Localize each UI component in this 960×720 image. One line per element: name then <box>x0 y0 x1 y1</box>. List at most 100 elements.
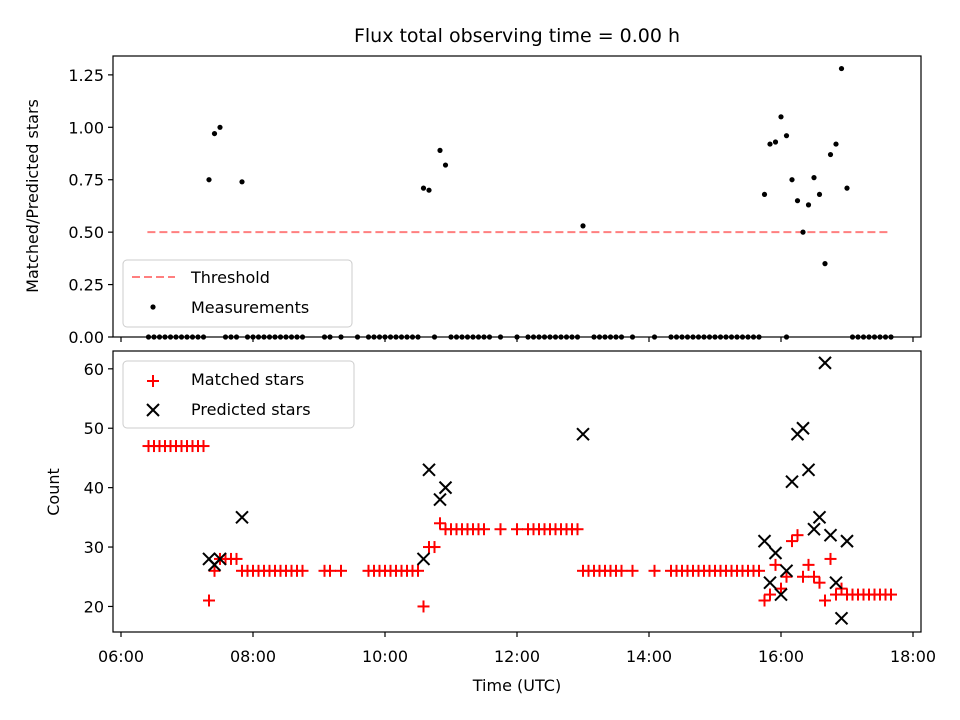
legend-matched-swatch <box>147 375 159 387</box>
predicted-star-point <box>235 510 249 525</box>
measurement-point <box>767 141 773 147</box>
measurement-point <box>442 162 449 168</box>
measurement-point <box>783 133 790 139</box>
predicted-star-point <box>576 427 590 441</box>
measurement-point <box>420 185 427 191</box>
matched-star-point <box>791 529 804 542</box>
measurement-point <box>580 223 586 229</box>
x-tick-label: 16:00 <box>758 647 804 666</box>
measurement-point <box>239 179 245 185</box>
top-y-tick-label: 0.50 <box>68 223 104 242</box>
measurement-point <box>827 151 834 158</box>
matched-star-point <box>824 552 837 565</box>
predicted-star-point <box>779 564 794 578</box>
top-axes-frame <box>112 55 922 338</box>
x-tick-label: 18:00 <box>890 647 936 666</box>
legend-threshold-label: Threshold <box>190 268 270 287</box>
matched-stars-layer <box>142 440 897 613</box>
legend-matched-label: Matched stars <box>191 370 304 389</box>
predicted-star-point <box>818 356 832 370</box>
predicted-star-point <box>757 534 772 548</box>
bottom-panel: 20 30 40 50 60 06:00 08:00 10:00 12:00 14:00 16:0… <box>44 350 936 695</box>
top-y-tick-label: 0.00 <box>68 328 104 347</box>
matched-star-point <box>648 564 661 577</box>
bottom-y-axis-label: Count <box>44 468 63 516</box>
measurement-point <box>778 114 784 120</box>
matched-star-point <box>324 564 336 577</box>
matched-star-point <box>775 582 787 595</box>
predicted-star-point <box>438 480 453 495</box>
predicted-star-point <box>796 421 810 435</box>
matched-star-point <box>615 564 628 577</box>
bottom-y-tick-label: 40 <box>84 479 104 498</box>
matched-star-point <box>208 564 221 577</box>
matched-star-point <box>764 588 776 601</box>
matched-star-point <box>571 523 584 536</box>
predicted-star-point <box>823 528 838 542</box>
matched-star-point <box>786 535 798 548</box>
bottom-x-axis-ticks: 06:00 08:00 10:00 12:00 14:00 16:00 18:00 <box>98 632 936 666</box>
matched-star-point <box>203 594 215 607</box>
legend-measurements-label: Measurements <box>191 298 309 317</box>
top-y-tick-label: 0.75 <box>68 171 104 190</box>
predicted-star-point <box>213 552 227 566</box>
measurement-point <box>211 130 218 137</box>
matched-star-point <box>808 570 820 583</box>
predicted-star-point <box>416 552 431 566</box>
measurement-point <box>811 175 817 181</box>
measurement-point <box>800 229 806 235</box>
matched-star-point <box>758 594 771 607</box>
predicted-star-point <box>774 587 788 602</box>
predicted-star-point <box>422 463 436 477</box>
measurement-point <box>761 191 768 198</box>
matched-star-point <box>830 588 842 601</box>
top-chart-title: Flux total observing time = 0.00 h <box>354 25 680 47</box>
x-tick-label: 10:00 <box>362 647 408 666</box>
matched-star-point <box>417 600 430 613</box>
measurement-point <box>844 185 850 191</box>
top-y-tick-label: 1.25 <box>68 66 104 85</box>
bottom-legend: Matched stars Predicted stars <box>122 360 355 429</box>
matched-star-point <box>802 558 815 571</box>
bottom-y-axis-ticks: 20 30 40 50 60 <box>84 360 113 616</box>
predicted-star-point <box>829 575 843 590</box>
matched-star-point <box>296 564 309 577</box>
x-tick-label: 12:00 <box>494 647 540 666</box>
top-y-axis-label: Matched/Predicted stars <box>23 99 42 293</box>
predicted-stars-layer <box>202 356 854 626</box>
bottom-axes-frame <box>112 350 922 633</box>
predicted-star-point <box>812 510 827 525</box>
bottom-y-tick-label: 50 <box>84 419 104 438</box>
matched-star-point <box>626 564 639 577</box>
bottom-y-tick-label: 30 <box>84 538 104 557</box>
matched-star-point <box>494 523 507 536</box>
matched-star-point <box>434 517 446 530</box>
top-x-axis-ticks <box>120 337 914 342</box>
x-axis-label: Time (UTC) <box>472 676 561 695</box>
top-legend: Threshold Measurements <box>122 259 353 328</box>
matched-star-point <box>780 570 793 583</box>
matched-star-point <box>753 564 765 577</box>
bottom-legend-box <box>122 360 355 429</box>
matched-star-point <box>412 564 424 577</box>
predicted-star-point <box>785 474 799 489</box>
predicted-star-point <box>840 534 854 548</box>
x-tick-label: 14:00 <box>626 647 672 666</box>
predicted-star-point <box>807 522 821 536</box>
predicted-star-point <box>433 492 447 507</box>
measurement-point <box>437 147 443 153</box>
matched-star-point <box>769 558 782 571</box>
measurement-point <box>426 187 432 193</box>
measurement-point <box>206 177 212 183</box>
matched-star-point <box>885 588 897 601</box>
matched-star-point <box>478 523 490 536</box>
matched-star-point <box>428 541 441 554</box>
legend-predicted-label: Predicted stars <box>191 400 311 419</box>
measurement-point <box>794 198 801 204</box>
matched-star-point <box>197 440 210 453</box>
matched-star-point <box>511 523 523 536</box>
matched-star-point <box>335 564 347 577</box>
top-panel: 0.00 0.25 0.50 0.75 1.00 1.25 Matched/Predict… <box>23 55 922 347</box>
predicted-star-point <box>834 611 849 626</box>
